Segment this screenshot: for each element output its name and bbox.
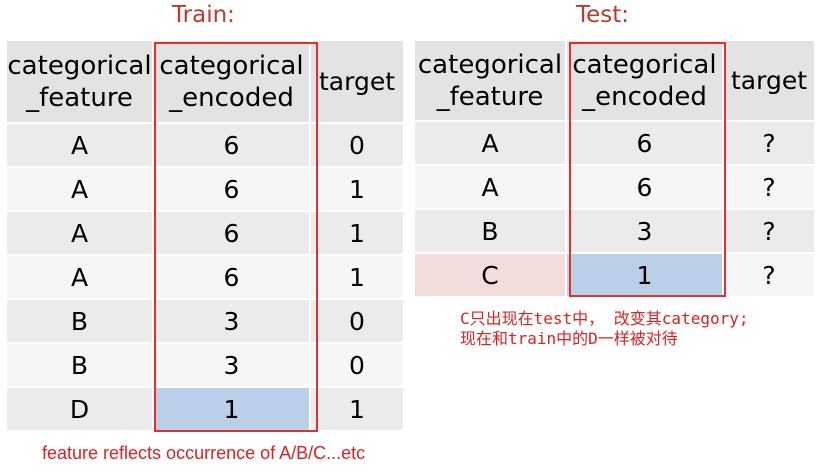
table-row: A 6 ? xyxy=(415,166,816,210)
target-cell: ? xyxy=(724,210,816,254)
header-line: _encoded xyxy=(169,82,294,113)
train-table: categorical _feature categorical _encode… xyxy=(7,41,405,432)
train-annotation: feature reflects occurrence of A/B/C...e… xyxy=(42,443,366,463)
feature-cell: A xyxy=(7,212,154,256)
target-cell: 0 xyxy=(311,344,405,388)
target-cell: 1 xyxy=(311,256,405,300)
header-line: categorical xyxy=(7,50,152,81)
target-cell: 1 xyxy=(311,212,405,256)
encoded-cell: 6 xyxy=(567,166,724,210)
table-row: D 1 1 xyxy=(7,388,405,432)
encoded-cell: 3 xyxy=(154,300,311,344)
target-cell: 0 xyxy=(311,300,405,344)
test-header-categorical-feature: categorical _feature xyxy=(415,41,567,122)
table-row: A 6 ? xyxy=(415,122,816,166)
feature-cell: A xyxy=(7,256,154,300)
table-row: A 6 0 xyxy=(7,124,405,168)
feature-cell: B xyxy=(7,300,154,344)
feature-cell-highlighted: C xyxy=(415,254,567,298)
header-line: categorical xyxy=(417,49,563,80)
test-table: categorical _feature categorical _encode… xyxy=(415,41,816,298)
train-header-categorical-feature: categorical _feature xyxy=(7,41,154,124)
train-title: Train: xyxy=(172,2,235,28)
table-row: B 3 ? xyxy=(415,210,816,254)
table-row: B 3 0 xyxy=(7,300,405,344)
feature-cell: A xyxy=(415,166,567,210)
encoded-cell: 3 xyxy=(154,344,311,388)
feature-cell: B xyxy=(415,210,567,254)
test-annotation-line: C只出现在test中， 改变其category; xyxy=(460,309,749,328)
header-line: categorical xyxy=(572,49,717,80)
target-cell: ? xyxy=(724,254,816,298)
table-row: A 6 1 xyxy=(7,168,405,212)
encoded-cell: 3 xyxy=(567,210,724,254)
train-header-target: target xyxy=(311,41,405,124)
encoded-cell-highlighted: 1 xyxy=(154,388,311,432)
test-annotation: C只出现在test中， 改变其category; 现在和train中的D一样被对… xyxy=(460,309,820,349)
target-cell: 1 xyxy=(311,168,405,212)
encoded-cell: 6 xyxy=(567,122,724,166)
feature-cell: A xyxy=(7,168,154,212)
target-cell: ? xyxy=(724,166,816,210)
feature-cell: A xyxy=(415,122,567,166)
encoded-cell: 6 xyxy=(154,168,311,212)
header-line: _feature xyxy=(436,81,544,112)
header-line: _feature xyxy=(26,82,133,113)
test-annotation-line: 现在和train中的D一样被对待 xyxy=(460,329,678,348)
table-row: C 1 ? xyxy=(415,254,816,298)
test-header-target: target xyxy=(724,41,816,122)
encoded-cell: 6 xyxy=(154,256,311,300)
table-row: A 6 1 xyxy=(7,256,405,300)
table-row: A 6 1 xyxy=(7,212,405,256)
target-cell: 1 xyxy=(311,388,405,432)
train-header-categorical-encoded: categorical _encoded xyxy=(154,41,311,124)
target-cell: ? xyxy=(724,122,816,166)
feature-cell: A xyxy=(7,124,154,168)
encoded-cell: 6 xyxy=(154,124,311,168)
encoded-cell-highlighted: 1 xyxy=(567,254,724,298)
header-line: categorical xyxy=(159,50,304,81)
encoded-cell: 6 xyxy=(154,212,311,256)
train-header-row: categorical _feature categorical _encode… xyxy=(7,41,405,124)
header-line: _encoded xyxy=(582,81,707,112)
target-cell: 0 xyxy=(311,124,405,168)
feature-cell: D xyxy=(7,388,154,432)
test-header-row: categorical _feature categorical _encode… xyxy=(415,41,816,122)
test-header-categorical-encoded: categorical _encoded xyxy=(567,41,724,122)
feature-cell: B xyxy=(7,344,154,388)
test-title: Test: xyxy=(576,2,630,28)
table-row: B 3 0 xyxy=(7,344,405,388)
